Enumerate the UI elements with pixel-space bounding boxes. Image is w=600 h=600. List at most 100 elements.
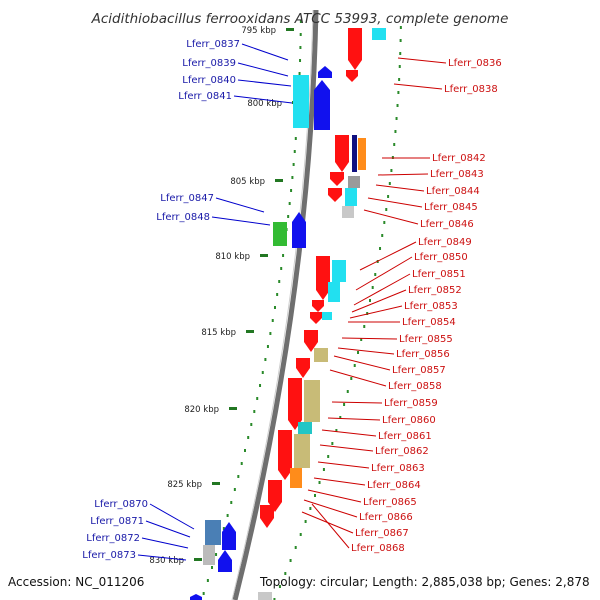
gc-dot <box>289 559 292 562</box>
gc-dot <box>247 436 250 439</box>
leader-line <box>307 489 362 503</box>
leader-line <box>363 209 419 225</box>
gene-label-reverse: Lferr_0841 <box>178 91 232 102</box>
gene-arrow-forward <box>330 172 344 186</box>
gene-label-forward: Lferr_0859 <box>384 398 438 409</box>
leader-line <box>241 43 289 61</box>
gene-box-steel <box>205 520 221 545</box>
tick-mark <box>275 179 283 182</box>
gene-label-forward: Lferr_0863 <box>371 463 425 474</box>
gc-dot <box>298 72 301 75</box>
leader-line <box>303 499 358 518</box>
leader-line <box>329 369 387 387</box>
gene-label-forward: Lferr_0852 <box>408 285 462 296</box>
gc-dot <box>396 104 399 107</box>
leader-line <box>327 417 381 421</box>
tick-mark <box>286 28 294 31</box>
gene-label-forward: Lferr_0836 <box>448 58 502 69</box>
gc-dot <box>278 585 281 588</box>
gc-dot <box>299 533 302 536</box>
gc-dot <box>393 143 396 146</box>
genome-stats-text: Topology: circular; Length: 2,885,038 bp… <box>259 575 590 589</box>
gc-dot <box>253 410 256 413</box>
gene-box-green <box>273 222 287 246</box>
gc-dot <box>269 332 272 335</box>
gc-dot <box>318 481 321 484</box>
gc-dot <box>278 280 281 283</box>
gc-dot <box>237 475 240 478</box>
gc-dot <box>284 572 287 575</box>
leader-line <box>237 62 289 77</box>
gc-dot <box>398 65 401 68</box>
gc-dot <box>353 364 356 367</box>
gc-dot <box>387 195 390 198</box>
gene-label-forward: Lferr_0862 <box>375 446 429 457</box>
gc-dot <box>211 566 214 569</box>
gc-dot <box>240 462 243 465</box>
gc-dot <box>293 150 296 153</box>
gc-dot <box>363 325 366 328</box>
label-leader-lines <box>137 43 447 561</box>
gc-dot <box>381 234 384 237</box>
gene-box-cyan <box>332 260 346 282</box>
gene-arrow-reverse <box>218 550 232 572</box>
gene-arrow-forward <box>335 135 349 172</box>
leader-line <box>215 197 265 213</box>
gene-box-cyan <box>345 188 357 206</box>
gene-box-orange <box>358 138 366 170</box>
gene-arrow-forward <box>310 312 322 324</box>
gc-dot <box>379 247 382 250</box>
gene-box-grey <box>342 206 354 218</box>
gc-dot <box>292 163 295 166</box>
gene-label-forward: Lferr_0858 <box>388 381 442 392</box>
gene-box-navy <box>352 135 357 172</box>
gene-label-forward: Lferr_0846 <box>420 219 474 230</box>
leader-line <box>355 256 413 291</box>
gc-dot <box>202 592 205 595</box>
gc-dot <box>259 384 262 387</box>
leader-line <box>145 520 191 538</box>
gene-label-forward: Lferr_0860 <box>382 415 436 426</box>
gc-dot <box>233 488 236 491</box>
gene-label-forward: Lferr_0854 <box>402 317 456 328</box>
gc-dot <box>366 312 369 315</box>
gene-features <box>190 28 386 600</box>
leader-line <box>319 444 374 452</box>
gene-label-forward: Lferr_0857 <box>392 365 446 376</box>
gene-arrow-reverse <box>292 212 306 248</box>
gc-dot <box>291 176 294 179</box>
leader-line <box>233 95 293 104</box>
tick-label: 810 kbp <box>215 252 250 262</box>
gene-label-forward: Lferr_0853 <box>404 301 458 312</box>
tick-mark <box>246 330 254 333</box>
gc-dot <box>368 299 371 302</box>
gene-box-grey <box>203 545 215 565</box>
gene-arrow-forward <box>348 28 362 70</box>
gene-label-reverse: Lferr_0840 <box>182 75 236 86</box>
tick-mark <box>229 407 237 410</box>
gene-box-olive <box>294 434 310 468</box>
leader-line <box>237 79 292 87</box>
leader-line <box>333 355 391 371</box>
leader-line <box>393 83 443 90</box>
tick-label: 825 kbp <box>167 480 202 490</box>
gene-box-olive <box>304 380 320 422</box>
gc-dot <box>397 91 400 94</box>
gc-dot <box>346 390 349 393</box>
gene-label-reverse: Lferr_0871 <box>90 516 144 527</box>
tick-label: 800 kbp <box>247 99 282 109</box>
gc-dot <box>226 514 229 517</box>
gc-dot <box>264 358 267 361</box>
gc-dot <box>299 46 302 49</box>
gc-dot <box>327 455 330 458</box>
gene-label-reverse: Lferr_0872 <box>86 533 140 544</box>
gene-label-forward: Lferr_0856 <box>396 349 450 360</box>
gene-box-cyan <box>328 282 340 302</box>
map-title: Acidithiobacillus ferrooxidans ATCC 5399… <box>91 11 509 27</box>
gene-label-forward: Lferr_0866 <box>359 512 413 523</box>
gc-dot <box>399 26 402 29</box>
leader-line <box>377 173 429 176</box>
gene-label-reverse: Lferr_0873 <box>82 550 136 561</box>
leader-line <box>321 429 377 437</box>
